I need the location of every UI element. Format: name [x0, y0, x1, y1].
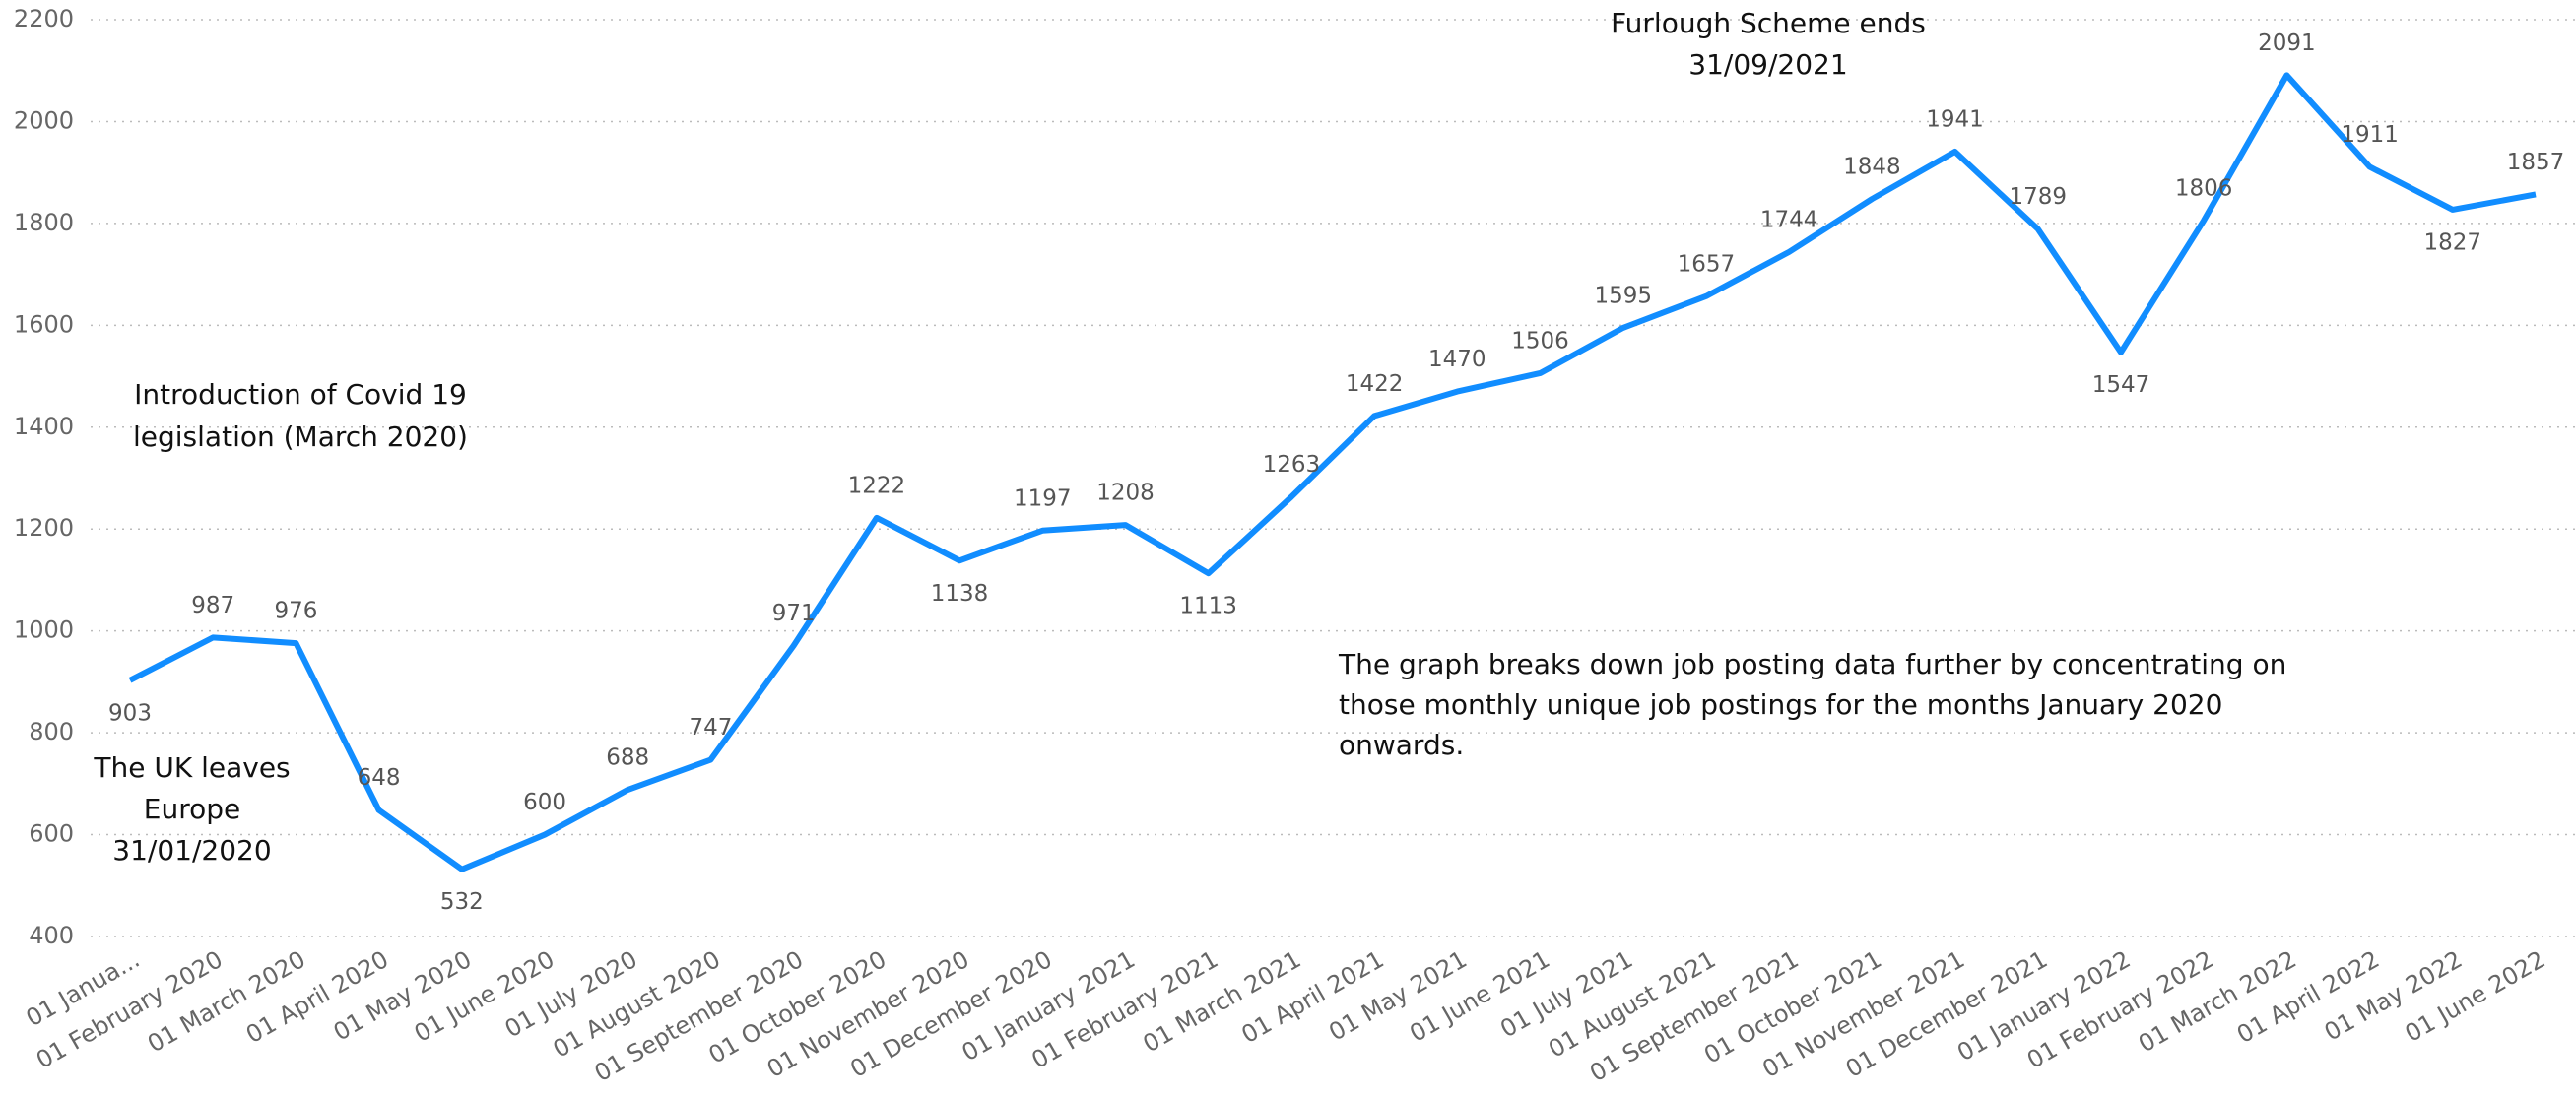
data-label: 600	[523, 790, 566, 815]
data-label: 1744	[1760, 207, 1818, 232]
y-tick-label: 1600	[14, 310, 74, 338]
data-label: 1113	[1179, 594, 1237, 619]
x-tick-label: 01 May 2020	[329, 945, 477, 1046]
data-label: 987	[191, 593, 234, 618]
annotation: The UK leaves	[93, 751, 290, 784]
x-tick-label: 01 May 2022	[2320, 945, 2468, 1046]
annotation: Introduction of Covid 19	[134, 378, 467, 411]
data-label: 1827	[2424, 229, 2482, 255]
data-label: 1595	[1594, 283, 1652, 308]
y-tick-label: 400	[29, 922, 74, 949]
data-label: 1911	[2341, 122, 2399, 148]
data-label: 1806	[2175, 175, 2233, 201]
data-label: 1848	[1843, 155, 1901, 180]
data-label: 1941	[1926, 106, 1984, 132]
data-label: 976	[274, 599, 317, 624]
data-label: 903	[108, 700, 152, 726]
annotation: 31/01/2020	[112, 834, 271, 867]
x-tick-label: 01 June 2020	[410, 945, 560, 1048]
data-label: 1857	[2507, 150, 2565, 175]
data-label: 1547	[2092, 372, 2150, 398]
annotation: Furlough Scheme ends	[1611, 7, 1926, 39]
x-tick-label: 01 June 2021	[1405, 945, 1554, 1048]
y-tick-label: 1400	[14, 413, 74, 440]
x-tick-label: 01 April 2020	[241, 945, 393, 1049]
x-tick-label: 01 April 2022	[2232, 945, 2384, 1049]
x-tick-label: 01 May 2021	[1324, 945, 1472, 1046]
data-label: 1197	[1014, 485, 1072, 511]
data-label: 1506	[1511, 328, 1569, 354]
data-label: 1208	[1096, 481, 1155, 506]
x-tick-label: 01 June 2022	[2401, 945, 2550, 1048]
data-label: 1138	[931, 581, 989, 607]
annotation: The graph breaks down job posting data f…	[1338, 648, 2286, 680]
y-tick-label: 600	[29, 820, 74, 848]
annotation: Europe	[144, 793, 240, 825]
y-tick-label: 2000	[14, 106, 74, 134]
annotation: those monthly unique job postings for th…	[1339, 688, 2222, 721]
annotation: onwards.	[1339, 729, 1464, 761]
y-tick-label: 1000	[14, 616, 74, 644]
data-label: 688	[606, 745, 649, 771]
data-label: 532	[440, 889, 484, 915]
data-label: 2091	[2258, 31, 2316, 56]
x-tick-label: 01 April 2021	[1237, 945, 1389, 1049]
annotation: 31/09/2021	[1688, 48, 1847, 81]
y-tick-label: 1200	[14, 514, 74, 542]
data-label: 971	[772, 601, 816, 626]
data-label: 1470	[1428, 347, 1486, 372]
y-tick-label: 2200	[14, 5, 74, 32]
y-tick-label: 800	[29, 718, 74, 745]
data-label: 747	[689, 715, 732, 741]
data-label: 1789	[2009, 184, 2067, 210]
data-label: 1222	[848, 473, 906, 498]
data-label: 1422	[1346, 371, 1404, 397]
data-label: 1657	[1678, 251, 1736, 277]
data-label: 1263	[1263, 452, 1321, 478]
data-label: 648	[358, 765, 401, 791]
line	[128, 72, 2537, 872]
y-tick-label: 1800	[14, 209, 74, 236]
annotation: legislation (March 2020)	[133, 420, 468, 453]
